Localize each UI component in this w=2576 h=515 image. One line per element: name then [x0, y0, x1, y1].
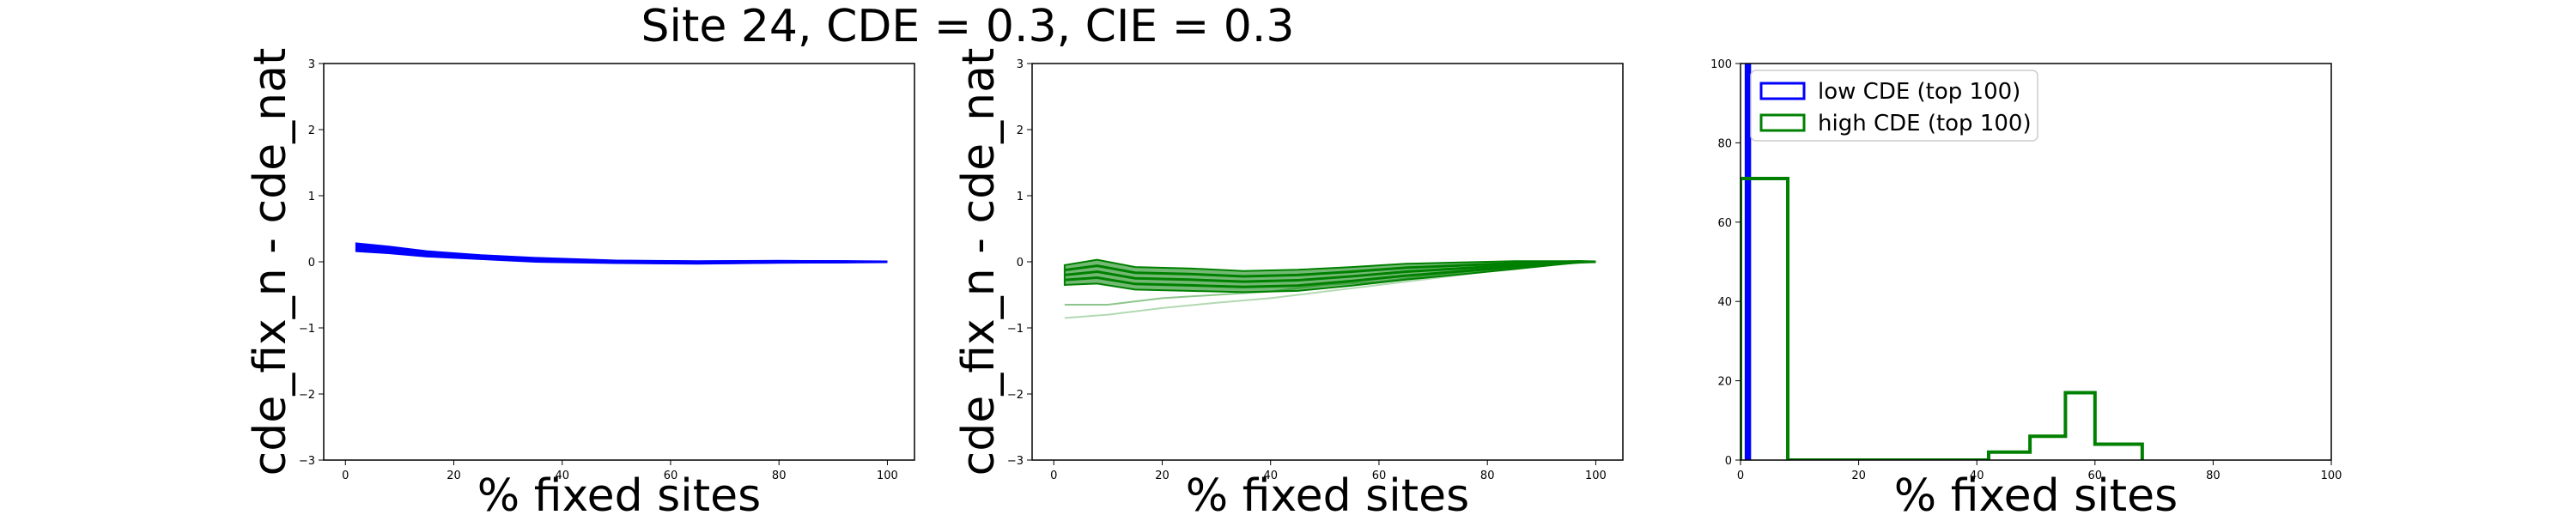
plot-area — [355, 242, 888, 265]
histogram-step-high — [1741, 176, 2144, 460]
y-tick-label: 40 — [1717, 296, 1732, 309]
x-tick-label: 40 — [555, 470, 569, 482]
y-tick-label: 3 — [1017, 58, 1024, 71]
y-tick-label: −1 — [1007, 323, 1024, 336]
legend-swatch — [1759, 113, 1806, 132]
x-axis-label: % fixed sites — [1186, 470, 1469, 515]
x-tick-label: 20 — [447, 470, 461, 482]
y-tick-label: −2 — [1007, 389, 1024, 402]
y-axis-label: cde_fix_n - cde_nat — [953, 48, 1005, 476]
x-tick-label: 80 — [772, 470, 787, 482]
x-tick-label: 40 — [1970, 470, 1984, 482]
legend-frame — [1750, 70, 2038, 142]
y-tick-label: 0 — [1725, 455, 1732, 468]
figure-title: Site 24, CDE = 0.3, CIE = 0.3 — [641, 1, 1294, 52]
y-tick-label: 80 — [1717, 137, 1732, 150]
chart-panel-1: 0 20 40 60 80 100 −3 −2 −1 0 1 2 3 % fixed sites cde_f… — [245, 48, 915, 515]
x-tick-label: 60 — [2088, 470, 2103, 482]
legend-label: low CDE (top 100) — [1818, 79, 2020, 105]
x-tick-label: 0 — [1050, 470, 1057, 482]
x-tick-label: 100 — [877, 470, 898, 482]
x-tick-label: 20 — [1155, 470, 1170, 482]
histogram-step-low — [1744, 64, 1752, 460]
x-tick-label: 100 — [2321, 470, 2342, 482]
x-tick-label: 80 — [2206, 470, 2221, 482]
y-tick-label: 100 — [1710, 58, 1732, 71]
y-tick-label: 2 — [308, 124, 315, 137]
y-tick-label: 20 — [1717, 376, 1732, 389]
x-tick-label: 40 — [1263, 470, 1278, 482]
outlier-series-line — [1064, 261, 1596, 319]
chart-panel-2: 0 20 40 60 80 100 −3 −2 −1 0 1 2 3 % fixed sites cde_f… — [953, 48, 1624, 515]
x-tick-label: 20 — [1851, 470, 1866, 482]
legend-label: high CDE (top 100) — [1818, 111, 2032, 136]
chart-panel-3: 0 20 40 60 80 100 0 20 40 60 80 100 low CDE (top 100… — [1710, 58, 2342, 515]
y-tick-label: −3 — [1007, 455, 1024, 468]
x-axis-label: % fixed sites — [1894, 470, 2178, 515]
y-tick-label: 3 — [308, 58, 315, 71]
y-axis-label: cde_fix_n - cde_nat — [245, 48, 296, 476]
y-tick-label: −3 — [299, 455, 315, 468]
legend-swatch — [1759, 82, 1806, 100]
axes-frame — [1031, 63, 1624, 461]
x-axis-label: % fixed sites — [477, 470, 761, 515]
y-tick-label: 1 — [1017, 191, 1024, 203]
y-tick-label: 2 — [1017, 124, 1024, 137]
y-tick-label: −1 — [299, 323, 315, 336]
series-line — [1064, 260, 1596, 278]
axes-frame — [323, 63, 915, 461]
plot-area — [1741, 64, 2144, 460]
y-tick-label: 60 — [1717, 217, 1732, 230]
y-tick-label: −2 — [299, 389, 315, 402]
x-tick-label: 0 — [342, 470, 349, 482]
legend: low CDE (top 100) high CDE (top 100) — [1750, 70, 2038, 142]
x-tick-label: 60 — [664, 470, 678, 482]
y-tick-label: 1 — [308, 191, 315, 203]
x-tick-label: 80 — [1480, 470, 1495, 482]
series-line — [355, 244, 888, 264]
y-tick-label: 0 — [308, 257, 315, 270]
axes-frame — [1740, 63, 2332, 461]
outlier-series-line — [1064, 261, 1596, 306]
x-tick-label: 100 — [1585, 470, 1607, 482]
y-tick-label: 0 — [1017, 257, 1024, 270]
plot-area — [1063, 258, 1596, 319]
x-tick-label: 0 — [1737, 470, 1744, 482]
x-tick-label: 60 — [1372, 470, 1387, 482]
